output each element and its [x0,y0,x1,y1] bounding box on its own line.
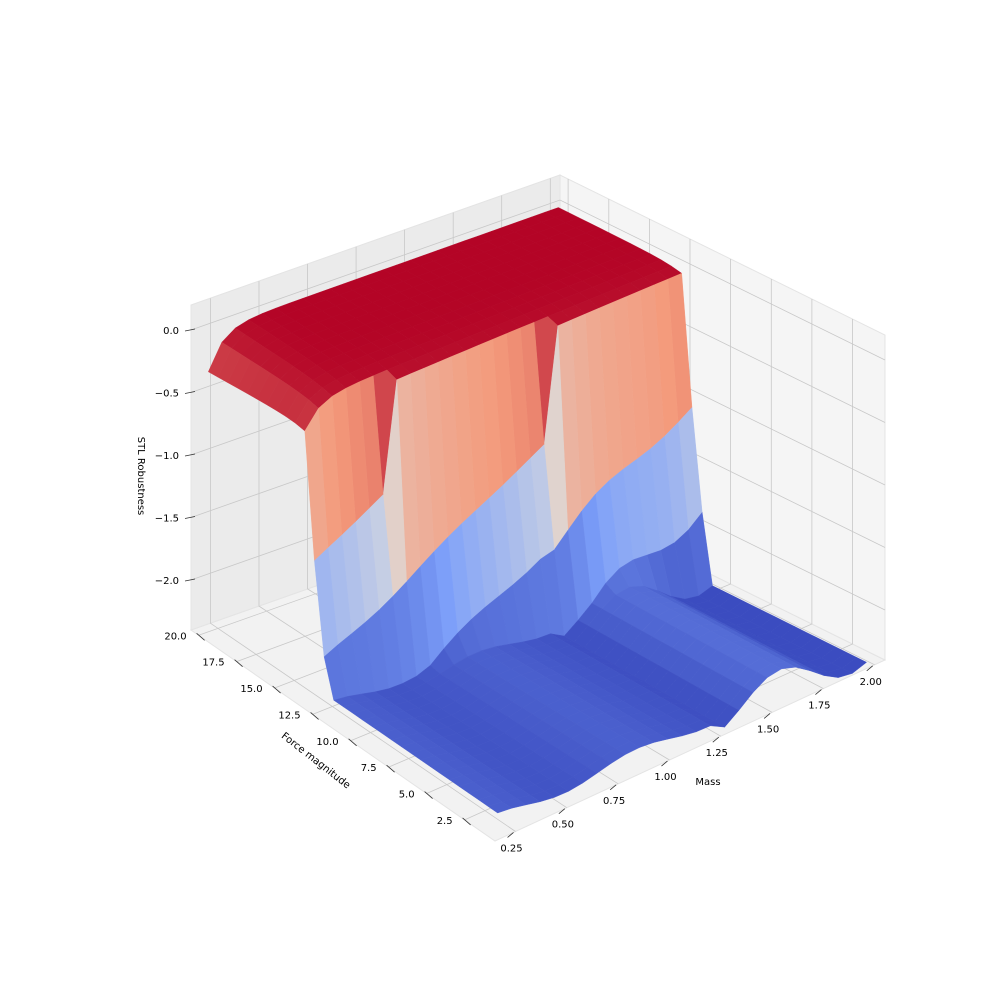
x-tick-label: 0.50 [552,820,574,831]
x-tick-mark [712,736,720,743]
x-tick-mark [507,832,514,838]
y-tick-mark [196,632,205,641]
z-axis-label: STL Robustness [135,437,146,516]
z-tick-mark [184,578,196,582]
x-tick-mark [866,665,873,672]
x-gridline [209,298,516,832]
y-tick-label: 12.5 [278,710,300,721]
y-tick-label: 5.0 [399,790,415,801]
x-tick-label: 1.25 [706,748,728,759]
y-tick-mark [462,817,471,826]
y-tick-mark [234,659,243,667]
z-tick-mark [184,516,196,519]
axis-ticks: −2.0 −1.5 −1.0 −0.5 0.0 2.5 5.0 7.5 10.0 12.5 15.0… [155,326,882,854]
z-tick-label: −2.0 [155,576,179,587]
x-tick-label: 2.00 [860,677,882,688]
x-tick-mark [661,760,668,767]
z-tick-label: −1.5 [155,514,179,525]
x-tick-mark [815,689,822,695]
y-tick-label: 10.0 [316,737,338,748]
y-tick-label: 15.0 [240,684,262,695]
surface-mesh [208,207,867,814]
z-gridline [190,199,886,361]
y-tick-mark [386,764,395,773]
x-tick-label: 0.75 [603,796,625,807]
y-tick-mark [348,738,357,747]
y-tick-label: 20.0 [164,631,186,642]
y-tick-label: 7.5 [361,763,377,774]
z-tick-label: −1.0 [155,451,179,462]
x-tick-label: 1.75 [808,701,830,712]
x-tick-mark [763,713,771,719]
x-tick-label: 0.25 [500,843,522,854]
y-tick-mark [272,685,281,694]
y-tick-mark [424,791,433,799]
y-tick-label: 17.5 [202,658,224,669]
x-axis-label: Mass [695,777,720,788]
z-tick-mark [184,328,196,332]
z-tick-mark [184,453,196,457]
x-tick-mark [609,784,617,791]
y-tick-label: 2.5 [437,816,453,827]
z-tick-label: −0.5 [155,389,179,400]
surface-face [487,801,513,814]
y-tick-mark [310,712,319,720]
z-tick-label: 0.0 [163,326,179,337]
z-tick-mark [184,391,196,394]
x-tick-label: 1.00 [654,772,676,783]
x-tick-label: 1.50 [757,724,779,735]
x-tick-mark [558,808,566,814]
